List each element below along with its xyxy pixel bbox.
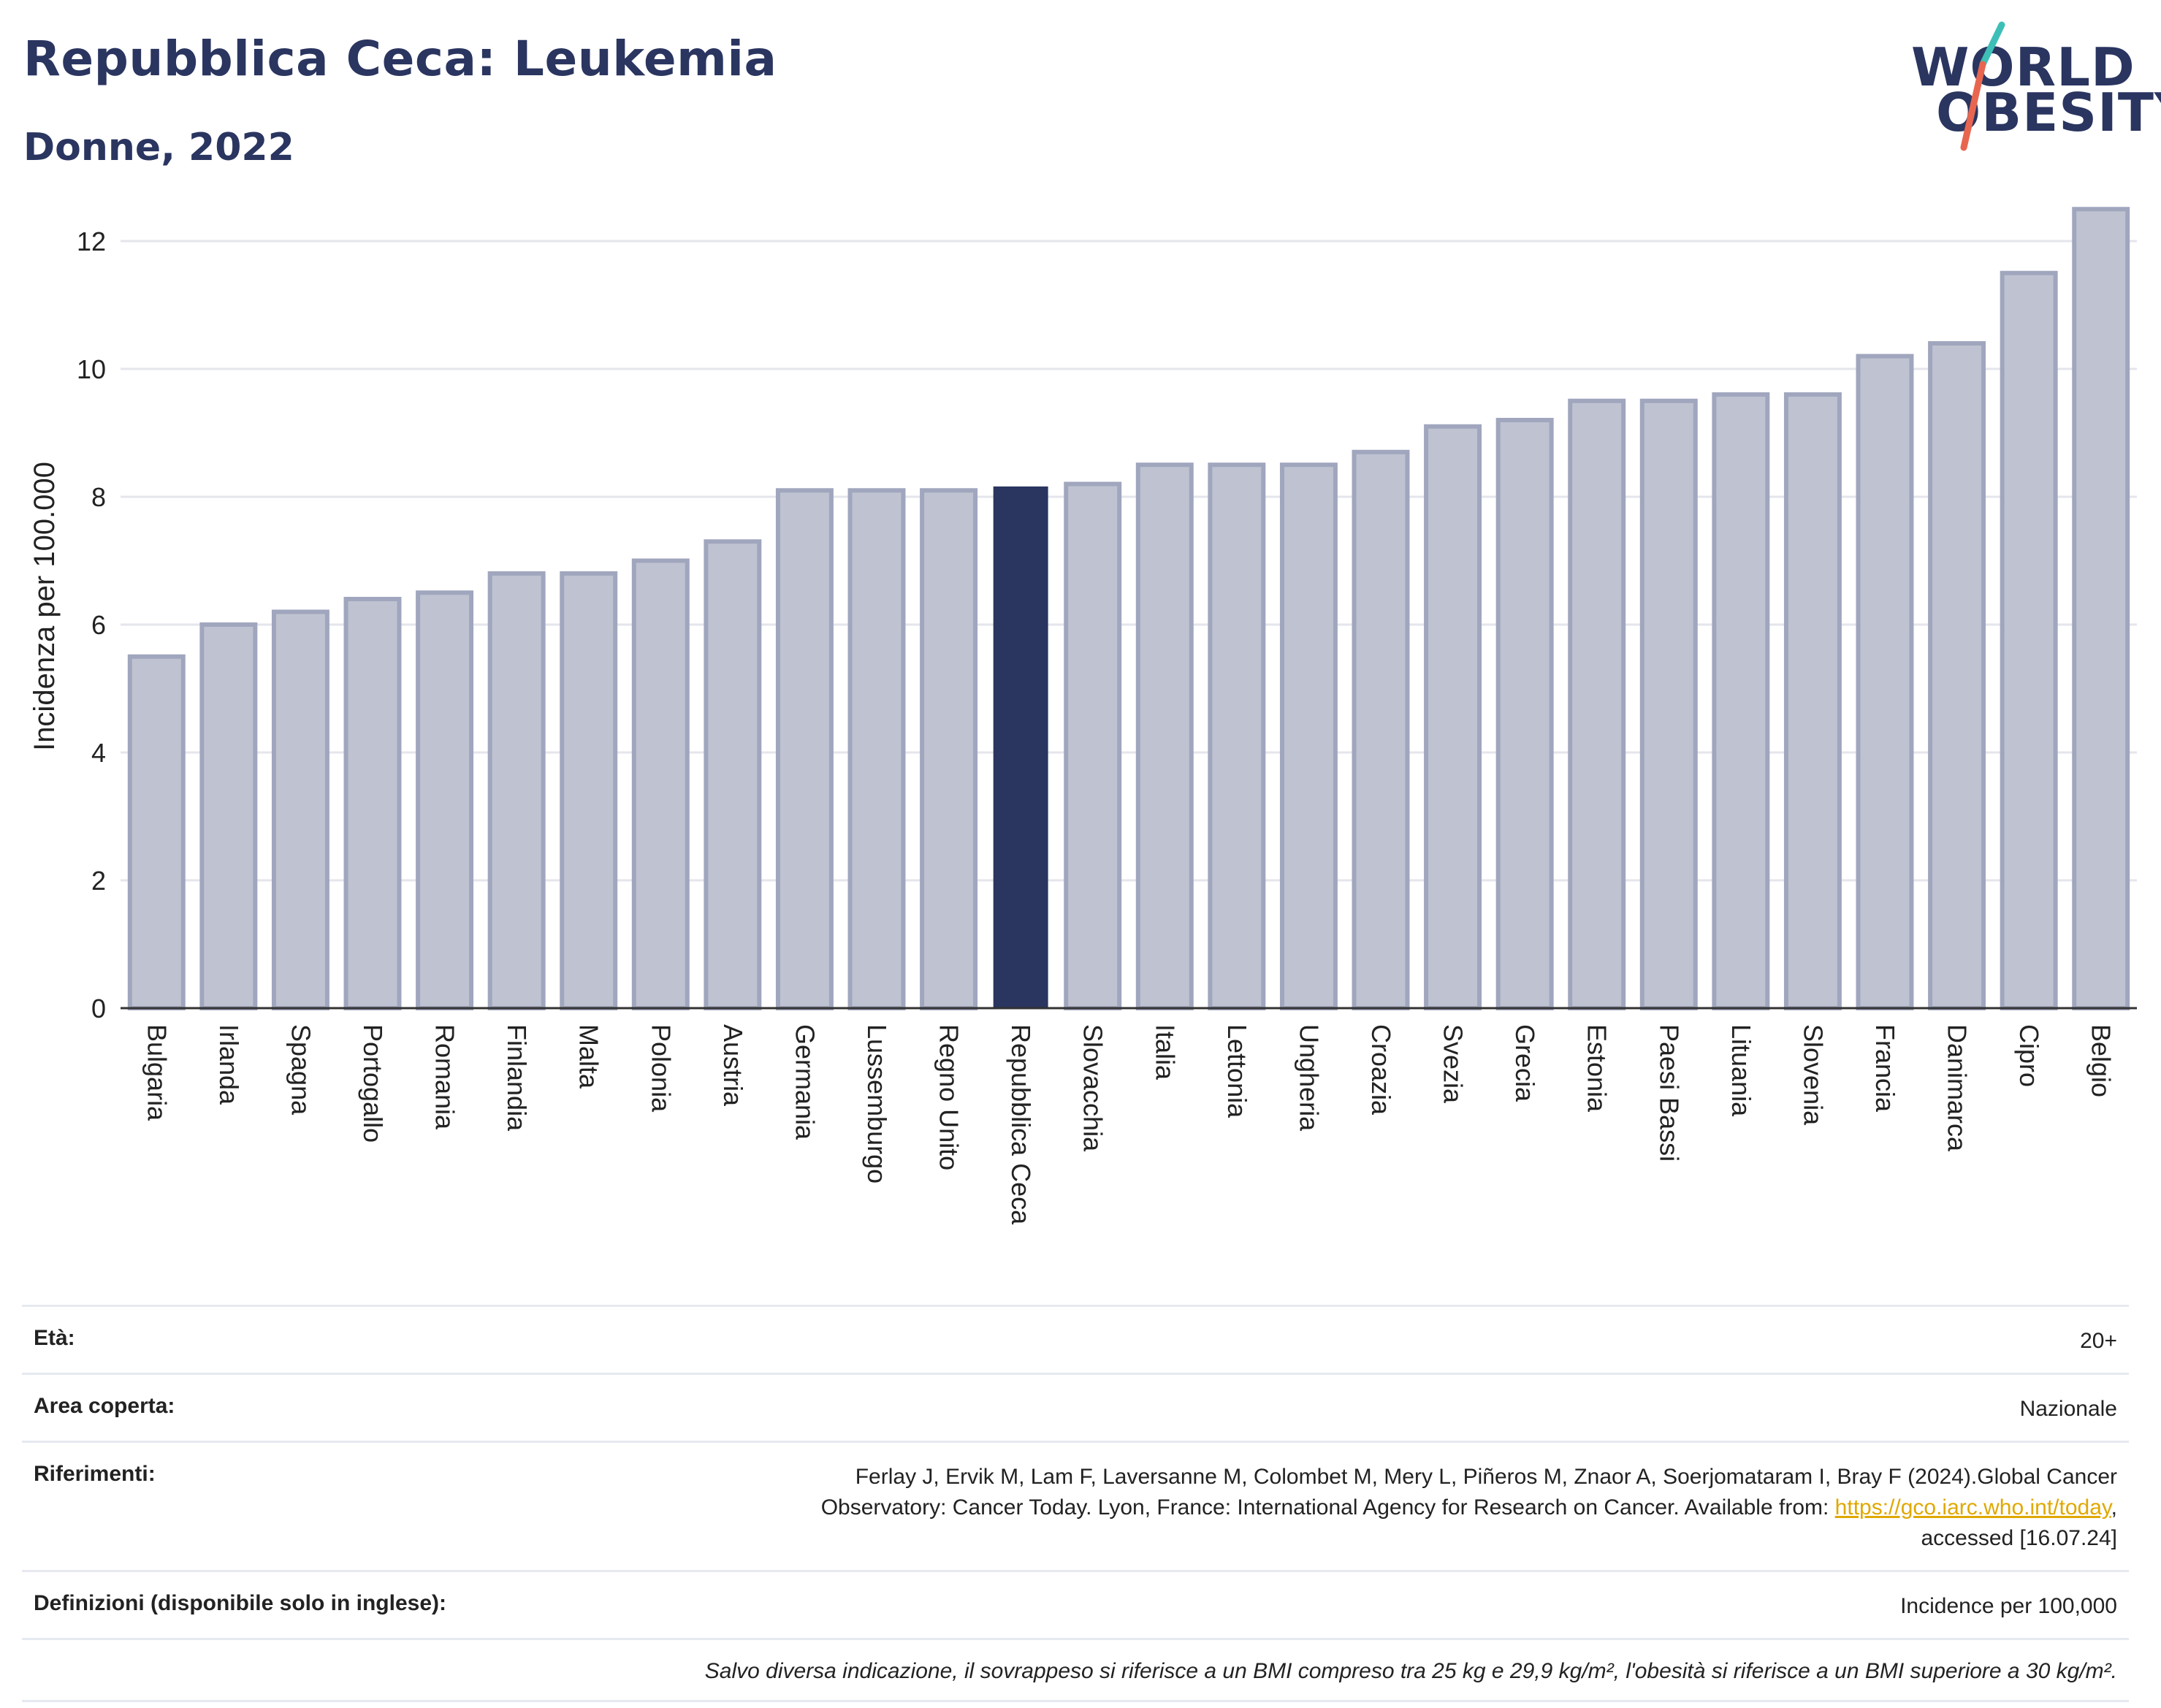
y-tick-label: 6 <box>91 610 106 640</box>
bar <box>1064 481 1122 1010</box>
info-value-age: 20+ <box>2080 1329 2117 1353</box>
x-tick-label: Irlanda <box>214 1024 244 1105</box>
bar <box>487 571 546 1010</box>
bar-chart: 0 2 4 6 8 10 12 Incidenza per 100.000 Bulgaria Ir… <box>28 207 2137 1225</box>
info-row-references: Riferimenti: Ferlay J, Ervik M, Lam F, L… <box>22 1441 2129 1570</box>
bars <box>127 207 2130 1010</box>
logo-text-world: WORLD <box>1911 37 2135 98</box>
y-tick-label: 4 <box>91 738 106 768</box>
x-tick-label: Svezia <box>1438 1024 1468 1104</box>
bar <box>1495 418 1554 1010</box>
y-tick-label: 0 <box>91 994 106 1023</box>
x-tick-label: Spagna <box>286 1024 316 1116</box>
x-tick-label: Croazia <box>1366 1024 1396 1116</box>
info-key-definitions: Definizioni (disponibile solo in inglese… <box>34 1591 447 1615</box>
bar <box>1135 462 1194 1010</box>
bar <box>1639 398 1698 1010</box>
bar <box>1208 462 1266 1010</box>
info-key-area: Area coperta: <box>34 1394 175 1418</box>
bar <box>1279 462 1338 1010</box>
x-tick-label: Malta <box>574 1024 604 1089</box>
x-tick-label: Portogallo <box>358 1024 388 1143</box>
x-tick-label: Regno Unito <box>934 1024 964 1170</box>
y-tick-label: 10 <box>77 354 106 384</box>
bar <box>1712 392 1770 1010</box>
bar <box>920 488 978 1010</box>
x-tick-label: Lettonia <box>1222 1024 1252 1118</box>
bar <box>847 488 906 1010</box>
info-key-age: Età: <box>34 1326 75 1350</box>
x-tick-label: Danimarca <box>1943 1024 1973 1152</box>
info-value-references: Ferlay J, Ervik M, Lam F, Laversanne M, … <box>821 1462 2117 1554</box>
x-tick-label: Francia <box>1870 1024 1900 1113</box>
reference-line-2-end: , <box>2111 1495 2117 1520</box>
x-tick-label: Cipro <box>2014 1024 2044 1087</box>
x-tick-label: Grecia <box>1510 1024 1540 1102</box>
x-tick-label: Germania <box>790 1024 820 1140</box>
x-tick-label: Paesi Bassi <box>1654 1024 1684 1162</box>
x-tick-label: Polonia <box>646 1024 676 1113</box>
y-tick-label: 8 <box>91 482 106 512</box>
x-tick-label: Finlandia <box>502 1024 532 1132</box>
x-tick-label: Austria <box>718 1024 748 1107</box>
bar <box>271 609 329 1010</box>
x-tick-label: Repubblica Ceca <box>1006 1024 1036 1225</box>
bar <box>199 622 258 1010</box>
x-tick-label: Romania <box>430 1024 460 1130</box>
info-row-age: Età: 20+ <box>22 1305 2129 1373</box>
bar <box>1856 354 1914 1010</box>
bar <box>343 597 402 1010</box>
x-tick-label: Lussemburgo <box>862 1024 892 1183</box>
x-tick-label: Lituania <box>1726 1024 1756 1117</box>
bar <box>1352 449 1410 1010</box>
chart-subtitle: Donne, 2022 <box>23 126 294 169</box>
bar <box>127 654 186 1010</box>
reference-line-1: Ferlay J, Ervik M, Lam F, Laversanne M, … <box>855 1465 2117 1489</box>
x-tick-label: Slovenia <box>1798 1024 1828 1126</box>
y-axis-title: Incidenza per 100.000 <box>28 462 61 751</box>
info-row-definitions: Definizioni (disponibile solo in inglese… <box>22 1570 2129 1638</box>
y-tick-label: 12 <box>77 226 106 256</box>
info-key-references: Riferimenti: <box>34 1462 156 1486</box>
bmi-note: Salvo diversa indicazione, il sovrappeso… <box>704 1659 2117 1683</box>
bar <box>1424 424 1482 1010</box>
reference-line-2: Observatory: Cancer Today. Lyon, France:… <box>820 1495 1835 1520</box>
info-table: Età: 20+ Area coperta: Nazionale Riferim… <box>22 1305 2129 1702</box>
y-tick-label: 2 <box>91 866 106 896</box>
info-row-note: Salvo diversa indicazione, il sovrappeso… <box>22 1638 2129 1702</box>
x-tick-label: Ungheria <box>1294 1024 1324 1132</box>
bar <box>1928 341 1986 1010</box>
bar <box>1568 398 1626 1010</box>
bar <box>2072 207 2130 1010</box>
x-tick-label: Belgio <box>2086 1024 2116 1097</box>
info-row-area: Area coperta: Nazionale <box>22 1373 2129 1441</box>
bar <box>2000 270 2058 1010</box>
bar <box>416 590 474 1010</box>
logo-slash-icon <box>1960 21 2005 151</box>
bar-highlighted <box>993 486 1048 1009</box>
bar <box>775 488 834 1010</box>
x-tick-label: Slovacchia <box>1078 1024 1108 1152</box>
bar <box>560 571 618 1010</box>
x-tick-label: Estonia <box>1582 1024 1612 1113</box>
info-value-area: Nazionale <box>2019 1397 2117 1421</box>
info-value-definitions: Incidence per 100,000 <box>1900 1594 2117 1618</box>
labels: 0 2 4 6 8 10 12 Incidenza per 100.000 Bulgaria Ir… <box>28 226 2116 1225</box>
x-tick-label: Italia <box>1150 1024 1180 1080</box>
bar <box>1783 392 1842 1010</box>
bar <box>631 558 690 1010</box>
chart-title: Repubblica Ceca: Leukemia <box>23 31 777 87</box>
reference-link[interactable]: https://gco.iarc.who.int/today <box>1834 1495 2111 1520</box>
bar <box>704 539 762 1010</box>
reference-line-3: accessed [16.07.24] <box>1921 1526 2117 1550</box>
world-obesity-logo: WORLD OBESITY <box>1899 20 2161 159</box>
x-tick-label: Bulgaria <box>142 1024 172 1121</box>
